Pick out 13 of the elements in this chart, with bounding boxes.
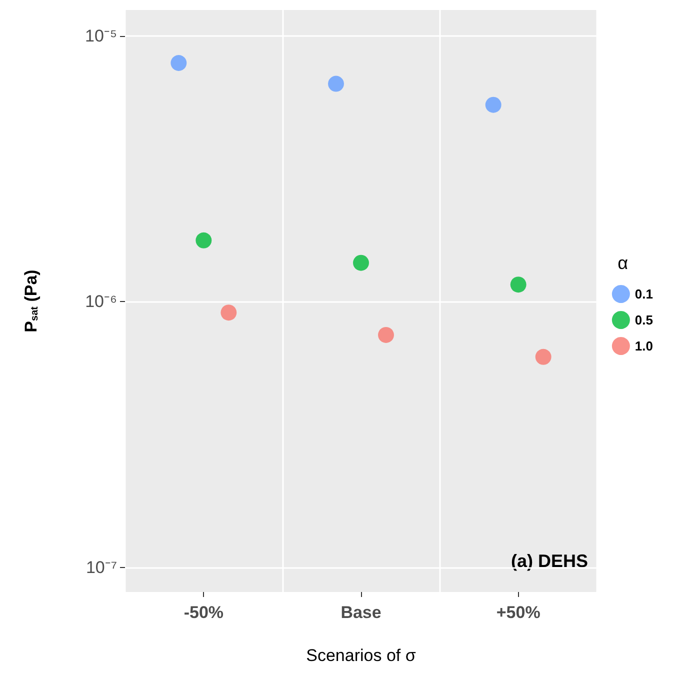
legend-title: α bbox=[618, 253, 628, 273]
legend-label: 0.1 bbox=[634, 286, 654, 302]
legend-label: 0.5 bbox=[634, 312, 654, 328]
y-axis-title: Psat (Pa) bbox=[22, 270, 40, 332]
y-tick-label: 10⁻⁵ bbox=[85, 26, 117, 46]
x-axis-title: Scenarios of σ bbox=[306, 646, 416, 665]
legend-label: 1.0 bbox=[634, 338, 654, 354]
annotation: (a) DEHS bbox=[510, 551, 588, 571]
x-tick-label: Base bbox=[340, 603, 382, 622]
x-tick-label: +50% bbox=[496, 603, 540, 622]
y-tick-label: 10⁻⁷ bbox=[86, 558, 117, 578]
x-tick-label: -50% bbox=[184, 603, 224, 622]
y-tick-label: 10⁻⁶ bbox=[85, 292, 117, 312]
